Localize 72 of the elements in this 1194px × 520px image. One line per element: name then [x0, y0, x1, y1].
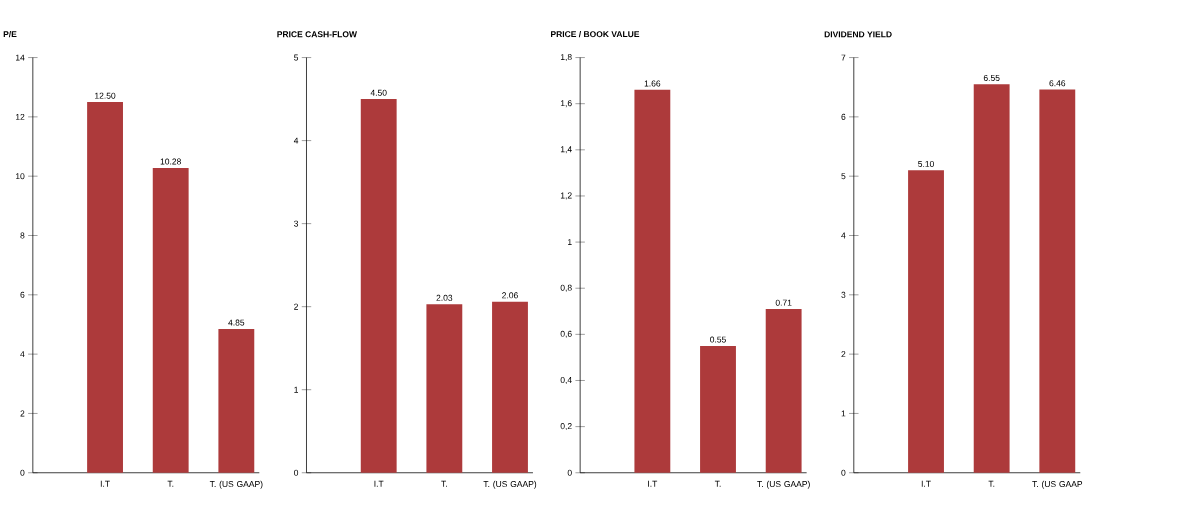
bar	[152, 167, 189, 473]
chart-title: DIVIDEND YIELD	[824, 31, 892, 38]
x-tick-label: I.T	[921, 480, 931, 487]
y-tick-label: 1,4	[560, 146, 572, 154]
y-tick-label: 1	[568, 239, 572, 246]
y-tick-label: 5	[294, 54, 299, 61]
y-tick-label: 2	[294, 303, 299, 310]
y-tick-label: 1	[294, 386, 299, 393]
y-tick-label: 0	[567, 469, 572, 476]
bar	[492, 301, 528, 473]
bar	[426, 304, 463, 473]
x-tick-label: T. (US GAAP)	[757, 480, 810, 489]
y-tick-label: 5	[841, 173, 846, 180]
data-label: 6.46	[1049, 80, 1066, 87]
y-tick-label: 0,2	[560, 423, 572, 431]
bar	[87, 102, 123, 473]
x-tick-label: T.	[167, 480, 174, 487]
x-tick-label: I.T	[648, 480, 658, 487]
x-tick-label: I.T	[100, 480, 110, 487]
chart-title: P/E	[3, 30, 17, 38]
y-tick-label: 3	[294, 220, 299, 227]
y-tick-label: 0	[20, 469, 25, 476]
y-tick-label: 0,4	[560, 377, 572, 385]
x-tick-label: T. (US GAAP)	[209, 480, 263, 489]
data-label: 5.10	[918, 160, 934, 167]
bar	[218, 328, 255, 473]
bar	[700, 345, 736, 473]
bar	[1039, 89, 1076, 473]
data-label: 2.06	[502, 292, 518, 299]
y-tick-label: 7	[841, 54, 846, 61]
y-tick-label: 6	[841, 113, 846, 120]
y-tick-label: 4	[841, 232, 846, 239]
bar	[973, 84, 1010, 473]
bar	[908, 170, 944, 473]
y-tick-label: 1,8	[560, 54, 572, 62]
x-tick-label: I.T	[374, 480, 384, 487]
data-label: 0.71	[775, 299, 792, 306]
data-label: 12.50	[95, 92, 116, 99]
data-label: 6.55	[983, 74, 1000, 81]
x-tick-label: T.	[714, 480, 721, 487]
y-tick-label: 8	[20, 232, 25, 239]
y-tick-label: 0	[294, 469, 299, 476]
y-tick-label: 3	[841, 291, 846, 298]
chart-title: PRICE / BOOK VALUE	[551, 30, 640, 38]
data-label: 0.55	[710, 336, 726, 343]
bar	[765, 309, 802, 473]
chart-title: PRICE CASH-FLOW	[277, 31, 357, 38]
x-tick-label: T.	[441, 480, 447, 487]
data-label: 4.50	[370, 89, 387, 96]
y-tick-label: 6	[20, 291, 25, 298]
x-tick-label: T.	[988, 480, 995, 487]
y-tick-label: 4	[20, 351, 25, 358]
y-tick-label: 0,8	[560, 284, 572, 292]
data-label: 2.03	[436, 294, 453, 301]
data-label: 10.28	[160, 158, 181, 165]
bar	[360, 99, 397, 473]
y-tick-label: 10	[15, 173, 25, 180]
data-label: 4.85	[228, 319, 245, 326]
y-tick-label: 1	[841, 410, 846, 417]
y-tick-label: 14	[15, 54, 25, 61]
y-tick-label: 2	[841, 351, 846, 358]
x-tick-label: T. (US GAAP	[1032, 480, 1083, 489]
y-tick-label: 2	[20, 410, 25, 417]
y-tick-label: 4	[293, 137, 299, 144]
y-tick-label: 12	[15, 113, 25, 120]
y-tick-label: 0,6	[560, 330, 572, 338]
y-tick-label: 0	[841, 469, 846, 476]
y-tick-label: 1,2	[560, 192, 572, 200]
bar	[634, 89, 671, 473]
data-label: 1.66	[644, 80, 661, 87]
x-tick-label: T. (US GAAP)	[483, 480, 537, 489]
y-tick-label: 1,6	[560, 100, 572, 108]
